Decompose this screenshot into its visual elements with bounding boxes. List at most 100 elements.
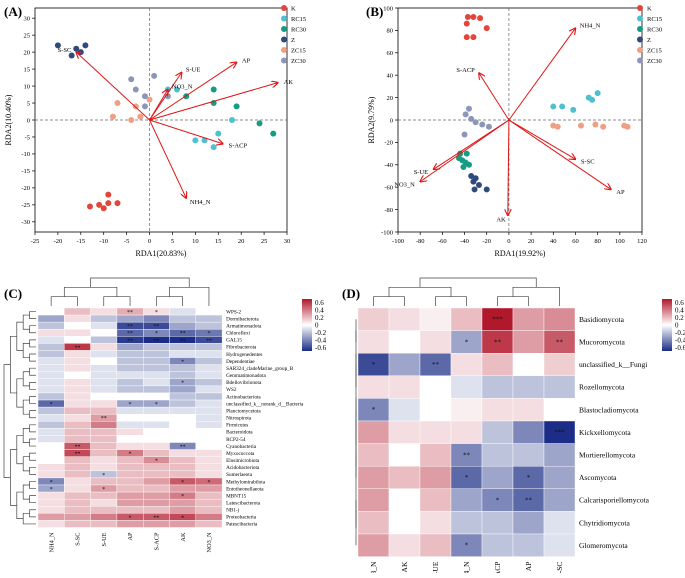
significance-mark: * [207,480,210,486]
colorbar-tick-label: 0.4 [675,307,684,315]
heatmap-cell [419,307,452,331]
env-arrow [149,83,278,121]
row-dendrogram [3,364,11,478]
x-tick-label: 80 [594,238,601,245]
row-label: Dependentiae [226,359,255,365]
significance-mark: ** [556,338,564,346]
heatmap-cell [195,463,223,472]
x-tick-label: 20 [528,238,535,245]
point-z [82,42,89,49]
heatmap-cell [90,392,118,401]
column-dendrogram [435,296,467,306]
heatmap-cell [195,385,223,394]
panel-label: (C) [4,286,22,301]
colorbar-tick-label: -0.2 [675,329,685,337]
significance-mark: ** [153,324,159,330]
point-zc30 [151,72,158,79]
heatmap-cell [37,343,65,351]
point-rc30 [456,155,462,162]
heatmap-cell [64,513,91,521]
heatmap-cell [90,442,118,450]
y-tick-label: 100 [383,5,393,12]
point-rc30 [233,103,240,110]
heatmap-cell [37,364,65,372]
heatmap-cell [116,484,144,493]
heatmap-cell [419,420,452,444]
significance-mark: * [527,474,531,482]
heatmap-cell [195,350,223,358]
significance-mark: ** [180,444,186,450]
heatmap-cell [37,513,65,521]
y-tick-label: 60 [387,50,394,57]
heatmap-cell [169,456,196,464]
heatmap-cell [169,307,196,316]
heatmap-cell [37,307,65,316]
heatmap-cell [37,435,65,443]
x-tick-label: 20 [238,238,245,245]
point-rc30 [210,86,217,93]
point-zc15 [146,96,153,103]
significance-mark: * [129,515,132,521]
heatmap-cell [195,371,223,380]
heatmap-cell [543,398,576,422]
heatmap-cell [116,442,144,450]
heatmap-cell [543,466,576,490]
row-dendrogram [16,321,24,351]
heatmap-cell [195,392,223,401]
heatmap-cell [142,442,170,450]
heatmap-cell [388,466,421,490]
x-tick-label: -100 [392,238,404,245]
heatmap-cell [195,321,223,330]
heatmap-cell [195,520,223,528]
heatmap-cell [512,353,545,377]
point-rc15 [215,130,222,137]
heatmap-cell [37,421,65,429]
significance-mark: ** [153,515,159,521]
x-tick-label: 100 [615,238,625,245]
row-dendrogram [22,456,30,472]
row-dendrogram [22,371,30,387]
heatmap-cell [90,421,118,429]
heatmap-cell [90,399,118,408]
column-label: AP [524,562,533,572]
heatmap-cell [64,357,91,365]
heatmap-cell [90,456,118,464]
env-arrow [420,119,510,182]
significance-mark: * [155,331,158,337]
heatmap-cell [388,398,421,422]
heatmap-cell [64,378,91,387]
heatmap-cell [169,343,196,351]
heatmap-cell [142,406,170,415]
heatmap-cell [90,477,118,486]
row-label: Methylomirabilota [226,479,266,485]
heatmap-cell [64,321,91,330]
y-tick-label: -10 [21,151,30,158]
heatmap-cell [388,330,421,354]
arrow-label: S-SC [58,47,72,54]
row-label: Bacteroidota [226,430,253,436]
heatmap-cell [450,307,483,331]
legend-marker [281,26,287,32]
legend-marker [637,47,643,53]
significance-mark: * [181,381,184,387]
env-arrow [149,119,187,198]
heatmap-cell [450,488,483,512]
x-tick-label: -10 [99,238,108,245]
heatmap-cell [37,463,65,472]
significance-mark: *** [554,429,565,437]
heatmap-cell [116,477,144,486]
x-axis-label: RDA1(20.83%) [136,249,187,258]
arrow-label: S-ACP [456,67,475,74]
heatmap-cell [195,414,223,422]
y-tick-label: -15 [21,168,30,175]
heatmap-cell [64,414,91,422]
heatmap-cell [357,466,390,490]
legend-label: K [647,6,652,13]
colorbar-tick-label: 0 [675,322,679,330]
heatmap-cell [37,428,65,436]
row-label: Basidiomycota [579,315,625,324]
heatmap-cell [64,406,91,415]
row-label: MBNT15 [226,493,247,499]
row-dendrogram [29,410,36,419]
y-tick-label: 15 [24,66,31,73]
